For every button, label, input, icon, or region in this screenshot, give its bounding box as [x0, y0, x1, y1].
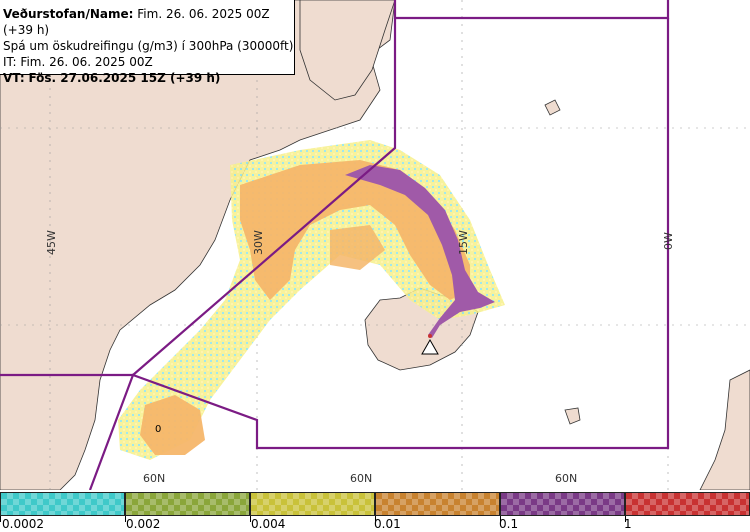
- lon-45w-label: 45W: [45, 230, 58, 255]
- lon-0w-label: 0W: [662, 232, 675, 250]
- ash-level-4-mid: [330, 225, 385, 270]
- faroe-land: [564, 407, 581, 425]
- legend-label-4: 0.1: [499, 517, 519, 531]
- issuer-label: Veðurstofan/Name:: [3, 7, 134, 21]
- lon-15w-label: 15W: [457, 230, 470, 255]
- info-line-1: Veðurstofan/Name: Fim. 26. 06. 2025 00Z …: [3, 6, 294, 38]
- info-line-3: IT: Fim. 26. 06. 2025 00Z: [3, 55, 153, 69]
- legend-swatch-4: [500, 492, 625, 516]
- legend-label-5: 1: [624, 517, 632, 531]
- legend-swatch-0: [0, 492, 125, 516]
- greenland-ne-coast: [299, 0, 396, 101]
- greenland-land: [0, 0, 396, 490]
- legend-label-1: 0.002: [126, 517, 161, 531]
- lat-60n-label-a: 60N: [143, 472, 165, 485]
- ash-dispersion-map: 45W 30W 15W 0W 60N 60N 60N 0: [0, 0, 750, 490]
- concentration-legend: 0.0002 0.002 0.004 0.01 0.1 1: [0, 490, 750, 532]
- lat-60n-label-b: 60N: [350, 472, 372, 485]
- lat-60n-label-c: 60N: [555, 472, 577, 485]
- volcano-triangle-icon: [421, 334, 439, 355]
- ash-level-5: [345, 165, 495, 338]
- forecast-info-box: Veðurstofan/Name: Fim. 26. 06. 2025 00Z …: [0, 0, 295, 85]
- ash-level-4-south: [140, 395, 205, 455]
- valid-time-label: VT:: [3, 71, 25, 85]
- legend-swatch-1: [125, 492, 250, 516]
- contour-zero-label: 0: [155, 424, 161, 435]
- jan-mayen-land: [544, 99, 561, 116]
- issuer-value: Fim. 26. 06. 2025 00Z (+39 h): [3, 7, 270, 37]
- legend-swatch-2: [250, 492, 375, 516]
- legend-label-3: 0.01: [374, 517, 401, 531]
- valid-time-value: Fös. 27.06.2025 15Z (+39 h): [28, 71, 221, 85]
- info-line-4: VT: Fös. 27.06.2025 15Z (+39 h): [3, 70, 294, 86]
- legend-label-0: 0.0002: [2, 517, 44, 531]
- info-line-2: Spá um öskudreifingu (g/m3) í 300hPa (30…: [3, 39, 294, 53]
- flight-region-boundary: [0, 0, 670, 490]
- legend-label-2: 0.004: [251, 517, 286, 531]
- lon-30w-label: 30W: [252, 230, 265, 255]
- scandinavia-land: [699, 369, 750, 490]
- legend-swatch-5: [625, 492, 750, 516]
- legend-swatch-3: [375, 492, 500, 516]
